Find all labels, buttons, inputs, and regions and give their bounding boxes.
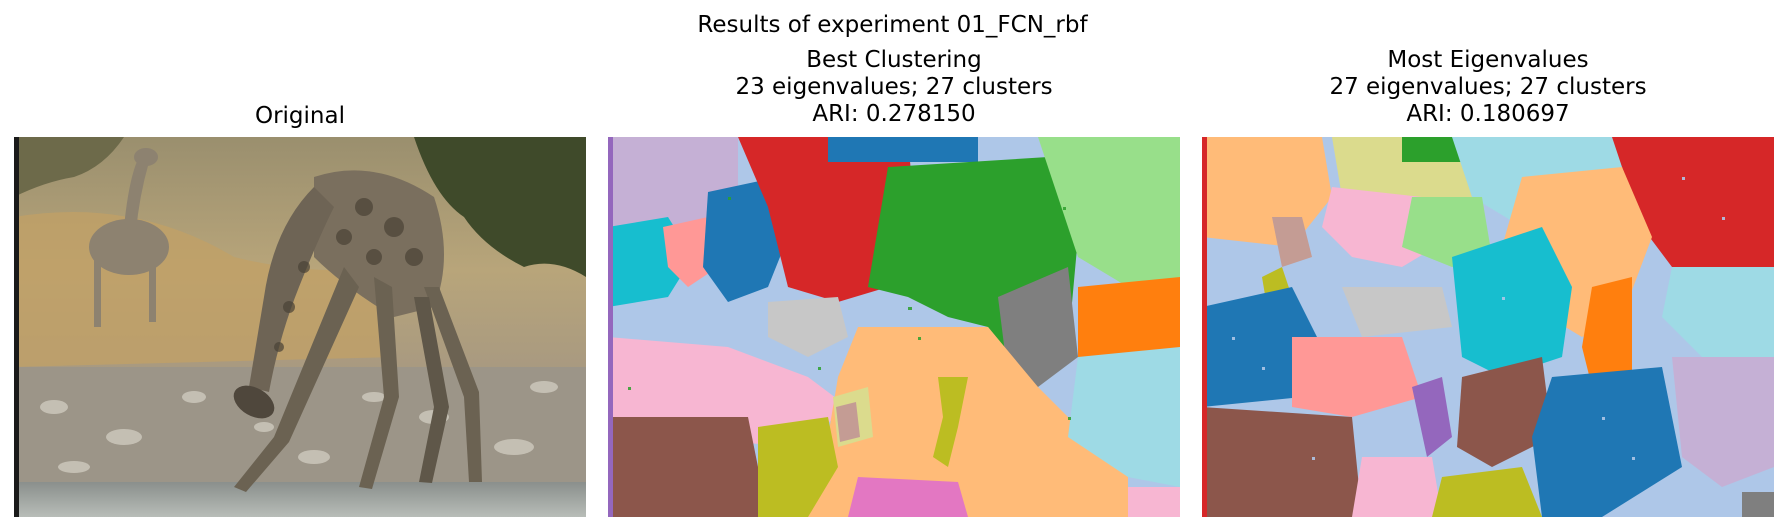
most-eigenvalues-panel-title: Most Eigenvalues 27 eigenvalues; 27 clus… xyxy=(1202,47,1774,128)
best-clustering-ari-line: ARI: 0.278150 xyxy=(812,101,976,127)
best-clustering-eigen-line: 23 eigenvalues; 27 clusters xyxy=(735,74,1053,100)
segment-region xyxy=(1612,137,1774,267)
segment-region xyxy=(768,297,848,357)
segment-region xyxy=(608,137,613,517)
segment-region xyxy=(933,377,968,467)
segment-region xyxy=(848,477,968,517)
segment-region xyxy=(1402,137,1462,162)
segment-region xyxy=(1672,357,1774,487)
segment-noise xyxy=(628,177,1071,420)
original-title-line: Original xyxy=(254,103,345,129)
segment-region xyxy=(1202,407,1362,517)
segment-region xyxy=(1457,357,1552,467)
segment-region xyxy=(1582,277,1632,387)
segment-region xyxy=(1432,467,1542,517)
most-eigenvalues-ari-line: ARI: 0.180697 xyxy=(1406,101,1570,127)
segment-noise xyxy=(1232,177,1725,460)
giraffe-shape xyxy=(233,170,482,492)
segment-region xyxy=(663,217,718,287)
original-image-panel xyxy=(14,137,586,517)
kudu-shape xyxy=(89,148,169,327)
bush-shape xyxy=(14,137,124,197)
giraffe-drinking-photo xyxy=(14,137,586,517)
segment-region xyxy=(836,402,860,442)
segment-region xyxy=(608,417,768,517)
best-clustering-panel-title: Best Clustering 23 eigenvalues; 27 clust… xyxy=(608,47,1180,128)
segment-region xyxy=(1402,197,1492,267)
most-eigenvalues-segmentation xyxy=(1202,137,1774,517)
most-eigenvalues-image-panel xyxy=(1202,137,1774,517)
segment-region xyxy=(1202,137,1207,517)
segment-region xyxy=(1412,377,1452,457)
most-eigenvalues-eigen-line: 27 eigenvalues; 27 clusters xyxy=(1329,74,1647,100)
water-shape xyxy=(14,482,586,517)
segment-region xyxy=(738,137,913,302)
figure-suptitle: Results of experiment 01_FCN_rbf xyxy=(697,12,1088,38)
segment-region xyxy=(828,137,978,162)
segment-region xyxy=(1452,227,1572,377)
best-clustering-image-panel xyxy=(608,137,1180,517)
segment-region xyxy=(1742,492,1774,517)
photo-edge-strip xyxy=(14,137,19,517)
segment-region xyxy=(1068,347,1180,487)
segment-region xyxy=(758,417,838,517)
segment-region xyxy=(1128,487,1180,517)
segment-region xyxy=(1342,287,1452,337)
most-eigenvalues-title-line: Most Eigenvalues xyxy=(1387,47,1589,73)
original-panel-title: Original xyxy=(14,103,586,130)
best-clustering-segmentation xyxy=(608,137,1180,517)
segment-region xyxy=(1078,277,1180,367)
bush-shape xyxy=(414,137,586,277)
segment-region xyxy=(1532,367,1682,517)
segment-region xyxy=(1352,457,1442,517)
segment-region xyxy=(1292,337,1422,417)
segment-region xyxy=(998,267,1078,387)
segment-region xyxy=(703,177,788,302)
segment-region xyxy=(1272,217,1312,267)
segment-region xyxy=(1662,267,1774,357)
best-clustering-title-line: Best Clustering xyxy=(806,47,982,73)
segment-region xyxy=(1038,137,1180,287)
